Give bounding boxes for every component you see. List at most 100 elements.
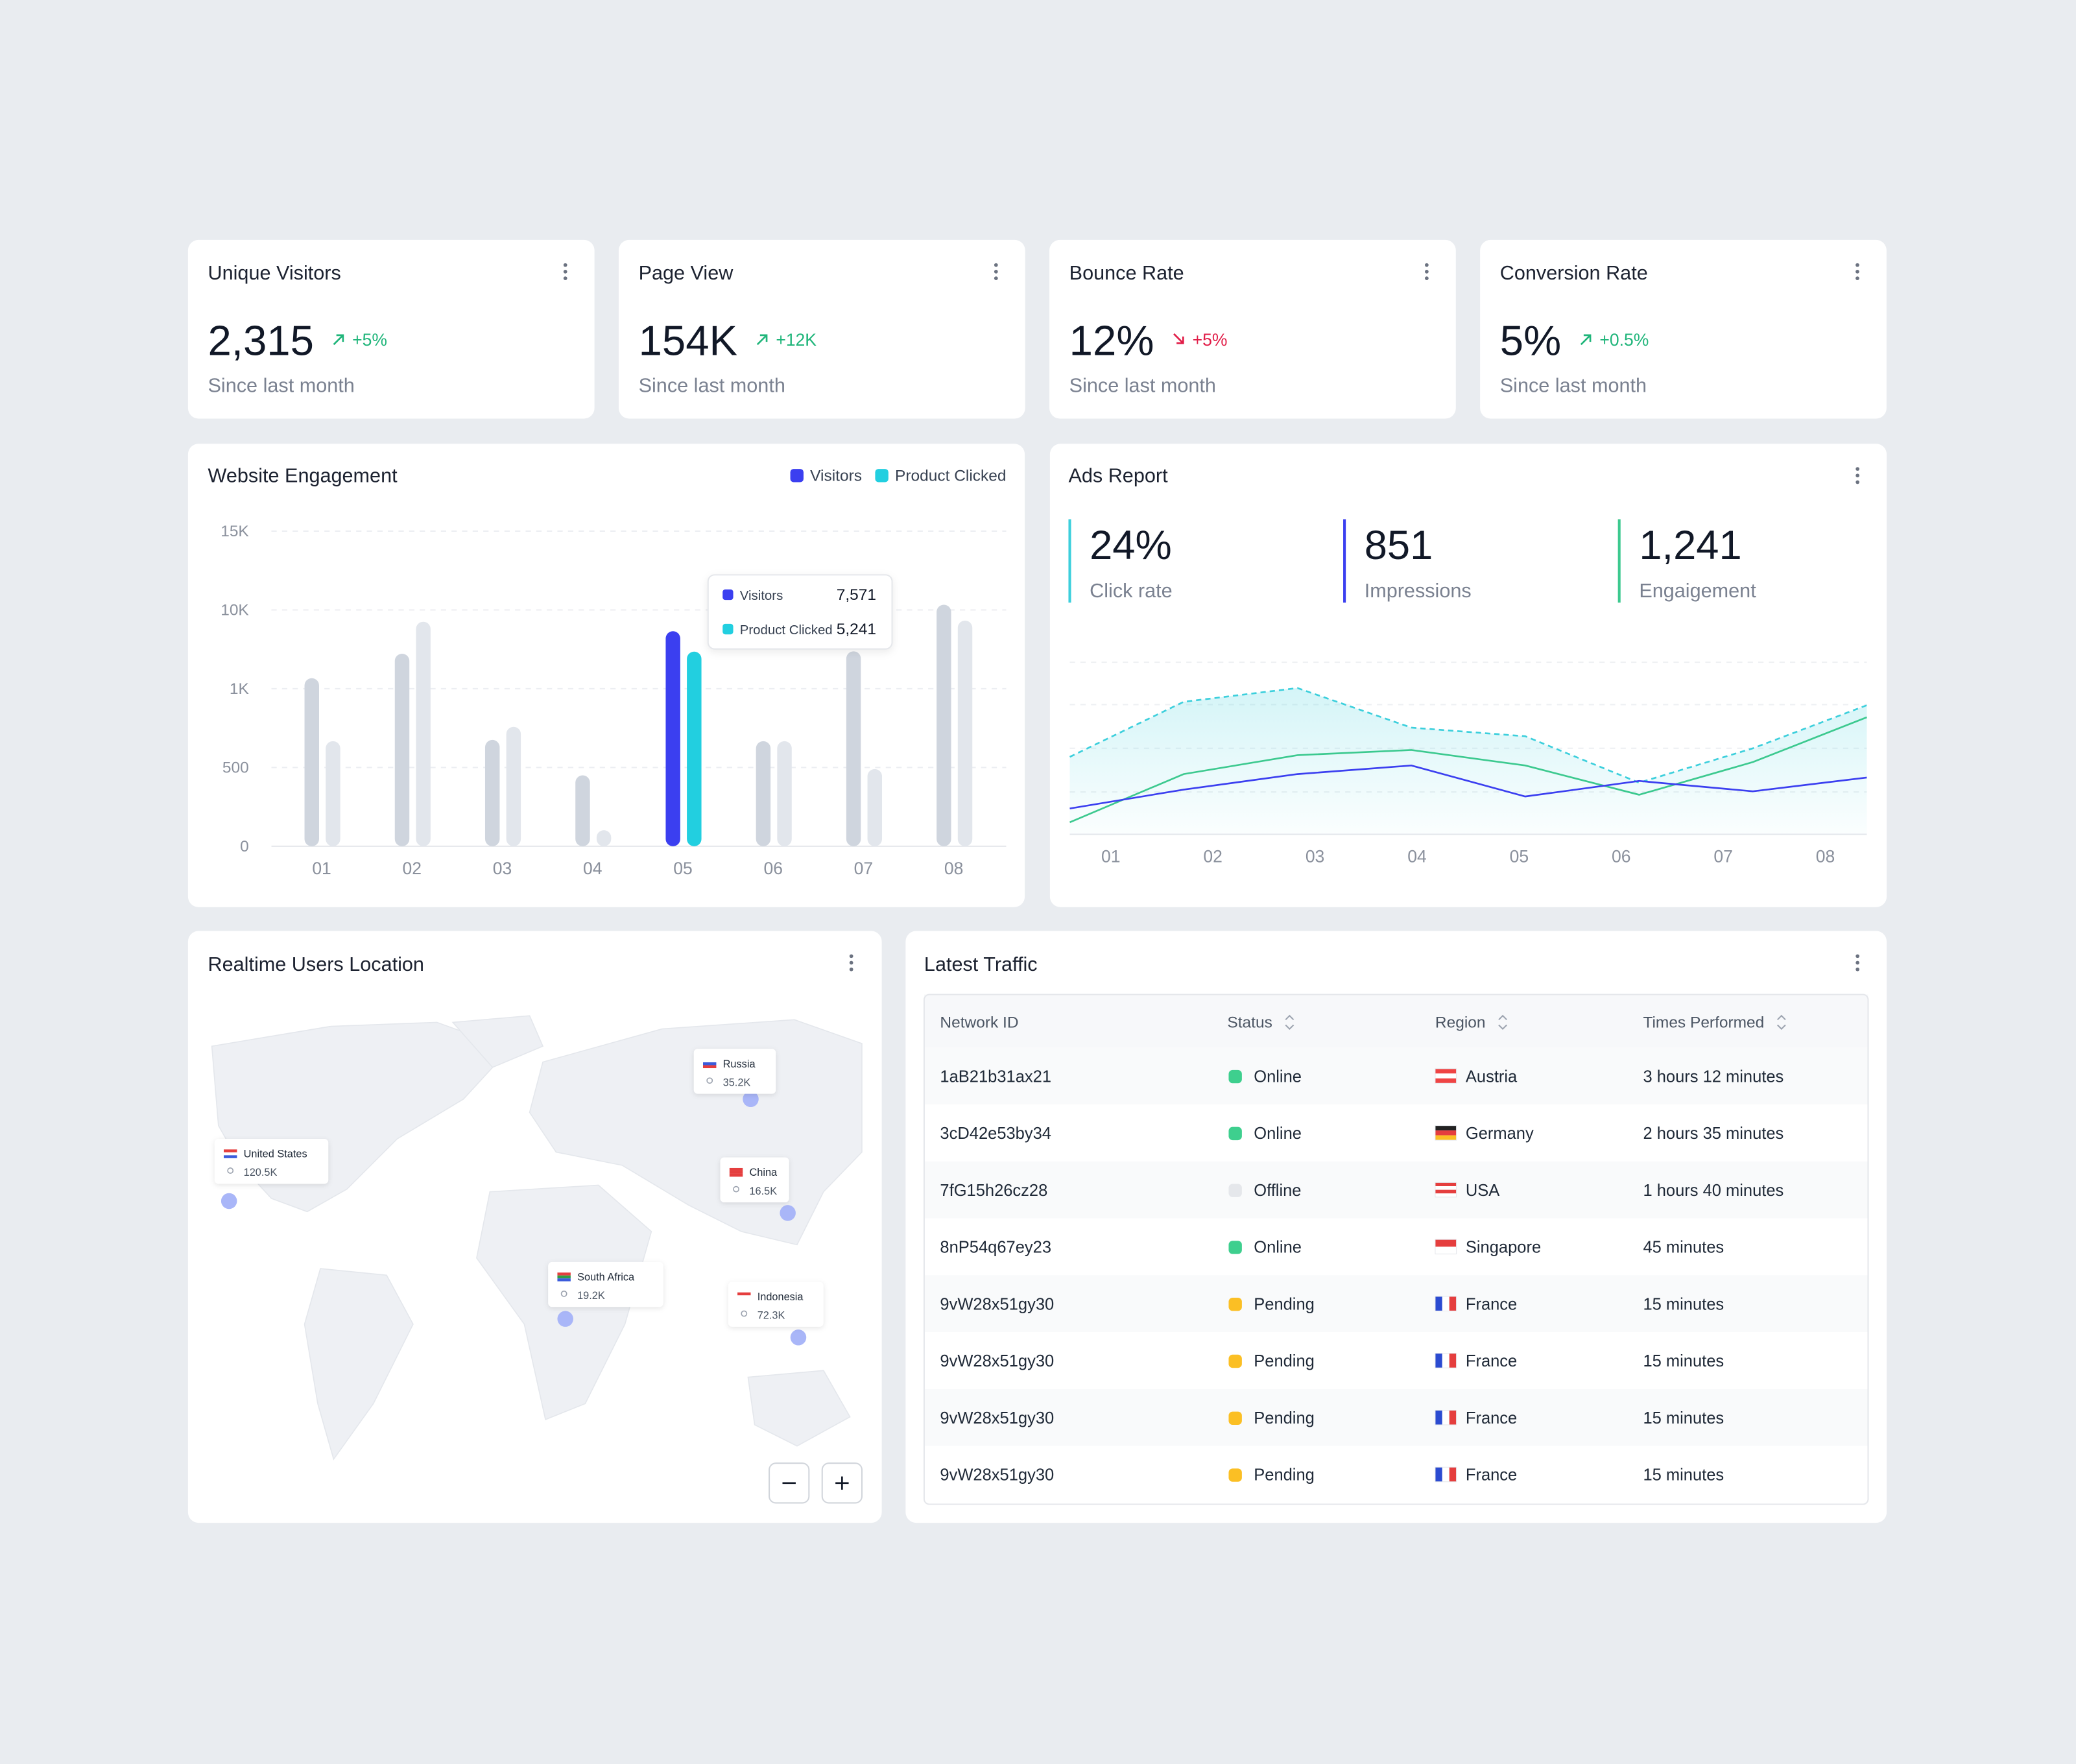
kpi-title: Unique Visitors: [208, 262, 341, 284]
flag-border: [1435, 1353, 1457, 1368]
x-tick-label: 07: [854, 859, 874, 878]
menu-button[interactable]: [849, 954, 853, 971]
status-dot: [1228, 1184, 1242, 1197]
menu-dot: [849, 954, 853, 959]
y-tick-label: 10K: [221, 602, 249, 619]
menu-button[interactable]: [1855, 263, 1859, 280]
menu-dot: [849, 967, 853, 971]
status: Online: [1254, 1067, 1302, 1086]
network-id: 3cD42e53by34: [940, 1125, 1051, 1143]
flag-stripe: [1435, 1467, 1442, 1482]
status-dot: [1228, 1241, 1242, 1254]
card: [187, 239, 595, 419]
bar: [665, 631, 680, 846]
kpi-change: +5%: [1193, 330, 1228, 350]
status: Pending: [1254, 1466, 1315, 1484]
x-tick-label: 04: [583, 859, 603, 878]
flag-stripe: [729, 1167, 743, 1171]
stat-bar: [1068, 519, 1071, 603]
flag-stripe: [737, 1298, 751, 1302]
stat-bar: [1343, 519, 1346, 603]
sort-icon[interactable]: [1498, 1014, 1507, 1031]
location-pin[interactable]: [743, 1091, 759, 1108]
location-pin[interactable]: [221, 1193, 237, 1210]
network-id: 9vW28x51gy30: [940, 1352, 1054, 1370]
region: France: [1466, 1352, 1517, 1370]
bar: [867, 769, 883, 846]
menu-dot: [849, 960, 853, 965]
times-performed: 15 minutes: [1643, 1295, 1724, 1313]
flag-stripe: [557, 1272, 571, 1276]
table-row: [924, 1104, 1868, 1162]
status-dot: [1228, 1411, 1242, 1425]
continent: [304, 1268, 414, 1460]
kpi-value: 2,315: [208, 317, 314, 364]
flag-stripe: [1435, 1135, 1457, 1141]
flag-stripe: [1442, 1296, 1450, 1311]
x-tick-label: 04: [1407, 846, 1426, 866]
flag-stripe: [703, 1065, 717, 1069]
x-tick-label: 08: [1816, 846, 1835, 866]
times-performed: 15 minutes: [1643, 1466, 1724, 1484]
card: [1480, 239, 1887, 419]
header-row: [924, 994, 1868, 1048]
sort-icon[interactable]: [1776, 1014, 1786, 1031]
kpi-value: 12%: [1069, 317, 1154, 364]
bar: [506, 726, 521, 846]
sort-icon[interactable]: [1285, 1014, 1295, 1031]
user-icon: [733, 1186, 739, 1193]
status: Offline: [1254, 1182, 1301, 1200]
menu-button[interactable]: [563, 263, 567, 280]
legend-label: Product Clicked: [895, 467, 1006, 484]
flag-stripe: [1435, 1182, 1457, 1187]
x-tick-label: 03: [493, 859, 512, 878]
column-header: Network ID: [940, 1014, 1018, 1032]
network-id: 7fG15h26cz28: [940, 1182, 1047, 1200]
zoom-out-button[interactable]: [769, 1462, 810, 1504]
trend-arrow: [333, 334, 344, 346]
tooltip-value: 7,571: [837, 586, 876, 604]
status: Online: [1254, 1239, 1302, 1257]
menu-dot: [563, 270, 567, 274]
tooltip-swatch: [722, 589, 734, 601]
location-pin[interactable]: [780, 1205, 796, 1221]
trend-arrow: [756, 334, 768, 346]
location-pin[interactable]: [790, 1329, 807, 1346]
menu-button[interactable]: [1855, 467, 1860, 484]
region: Austria: [1466, 1067, 1518, 1086]
kpi-value: 154K: [639, 317, 738, 364]
location-pin[interactable]: [557, 1311, 573, 1327]
stat-value: 851: [1365, 523, 1433, 568]
location-name: South Africa: [577, 1271, 635, 1283]
x-tick-label: 06: [1612, 846, 1631, 866]
area: [1069, 687, 1867, 835]
kpi-title: Bounce Rate: [1069, 262, 1184, 284]
menu-button[interactable]: [1855, 954, 1860, 971]
flag-stripe: [1449, 1467, 1457, 1482]
flag-stripe: [1435, 1189, 1457, 1194]
location-name: China: [749, 1167, 778, 1178]
menu-dot: [1855, 276, 1859, 280]
table-row: [924, 1275, 1868, 1333]
menu-dot: [994, 263, 998, 267]
user-icon: [741, 1310, 748, 1317]
x-tick-label: 02: [1203, 846, 1223, 866]
flag-stripe: [1435, 1130, 1457, 1136]
location-name: United States: [244, 1149, 307, 1160]
flag-stripe: [1435, 1353, 1442, 1368]
times-performed: 15 minutes: [1643, 1352, 1724, 1370]
stat-value: 24%: [1090, 523, 1172, 568]
user-icon: [560, 1290, 567, 1297]
flag-stripe: [1435, 1410, 1442, 1425]
menu-dot: [1855, 960, 1860, 965]
table-row: [924, 1218, 1868, 1276]
network-id: 8nP54q67ey23: [940, 1239, 1051, 1257]
menu-dot: [1855, 270, 1859, 274]
table-row: [924, 1389, 1868, 1446]
kpi-note: Since last month: [1500, 375, 1647, 397]
kpi-change: +0.5%: [1599, 330, 1649, 350]
zoom-in-button[interactable]: [821, 1462, 863, 1504]
menu-button[interactable]: [994, 263, 998, 280]
flag-stripe: [1449, 1410, 1457, 1425]
menu-button[interactable]: [1425, 263, 1429, 280]
